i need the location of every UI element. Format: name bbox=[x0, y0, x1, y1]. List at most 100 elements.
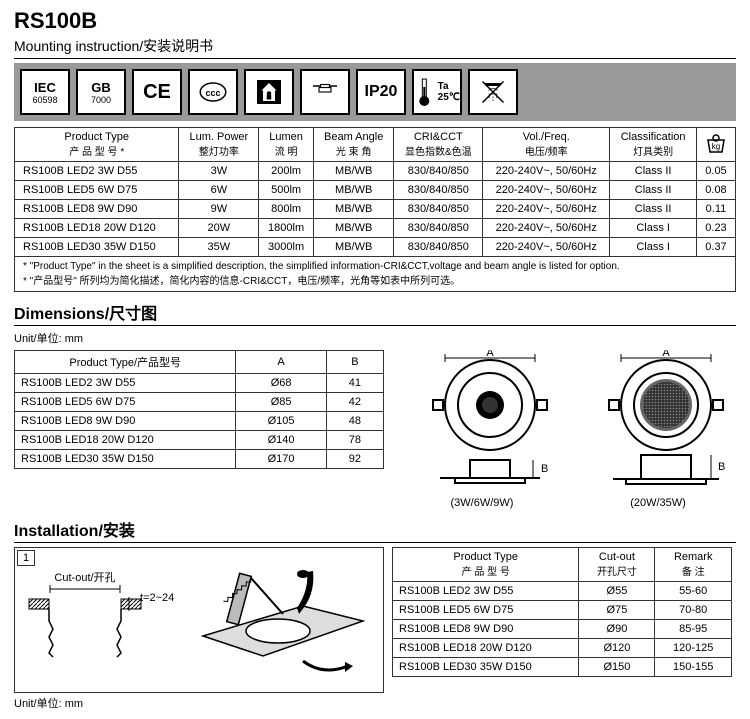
cutout-cell: RS100B LED8 9W D90 bbox=[393, 620, 579, 639]
dim-row: RS100B LED30 35W D150Ø17092 bbox=[15, 450, 384, 469]
spec-h4-en: Beam Angle bbox=[320, 131, 388, 143]
ta-value: 25℃ bbox=[438, 92, 460, 103]
spec-cell: 1800lm bbox=[259, 219, 314, 238]
spec-cell: RS100B LED18 20W D120 bbox=[15, 219, 179, 238]
spec-cell: MB/WB bbox=[313, 238, 394, 257]
cutout-cell: 120-125 bbox=[655, 639, 732, 658]
spec-h6-cn: 电压/频率 bbox=[489, 143, 603, 158]
dim-cell: 78 bbox=[326, 431, 383, 450]
spec-cell: RS100B LED5 6W D75 bbox=[15, 181, 179, 200]
dim-cell: RS100B LED5 6W D75 bbox=[15, 393, 236, 412]
spec-cell: 800lm bbox=[259, 200, 314, 219]
install-step-number: 1 bbox=[17, 550, 35, 566]
dim-h-a: A bbox=[236, 351, 326, 374]
cut-h2-cn: 开孔尺寸 bbox=[585, 563, 648, 578]
cutout-table: Product Type产 品 型 号 Cut-out开孔尺寸 Remark备 … bbox=[392, 547, 732, 677]
spec-cell: Class II bbox=[610, 200, 697, 219]
subtitle: Mounting instruction/安装说明书 bbox=[14, 36, 736, 59]
footnote-en: * "Product Type" in the sheet is a simpl… bbox=[23, 261, 727, 272]
cutout-row: RS100B LED8 9W D90Ø9085-95 bbox=[393, 620, 732, 639]
spec-h5-cn: 显色指数&色温 bbox=[400, 143, 476, 158]
spec-cell: RS100B LED8 9W D90 bbox=[15, 200, 179, 219]
spec-cell: MB/WB bbox=[313, 219, 394, 238]
dim-row: RS100B LED2 3W D55Ø6841 bbox=[15, 374, 384, 393]
spec-cell: 220-240V~, 50/60Hz bbox=[483, 238, 610, 257]
spec-h2-en: Lum. Power bbox=[185, 131, 252, 143]
dim-row: RS100B LED18 20W D120Ø14078 bbox=[15, 431, 384, 450]
dim-cell: Ø140 bbox=[236, 431, 326, 450]
spec-cell: 35W bbox=[179, 238, 259, 257]
dim-cell: 92 bbox=[326, 450, 383, 469]
recessed-badge bbox=[300, 69, 350, 115]
dim-h-type: Product Type/产品型号 bbox=[15, 351, 236, 374]
dia2-label: (20W/35W) bbox=[591, 497, 726, 509]
spec-cell: 830/840/850 bbox=[394, 181, 483, 200]
gb-badge: GB 7000 bbox=[76, 69, 126, 115]
spec-h3-cn: 流 明 bbox=[265, 143, 307, 158]
install-panel: 1 Cut-out/开孔 t=2~24 bbox=[14, 547, 384, 693]
product-title: RS100B bbox=[14, 8, 736, 34]
cutout-cell: RS100B LED5 6W D75 bbox=[393, 601, 579, 620]
cutout-cell: 150-155 bbox=[655, 658, 732, 677]
spec-table: Product Type产 品 型 号 * Lum. Power整灯功率 Lum… bbox=[14, 127, 736, 257]
dim-cell: Ø85 bbox=[236, 393, 326, 412]
cut-h2-en: Cut-out bbox=[585, 551, 648, 563]
spec-cell: 9W bbox=[179, 200, 259, 219]
spec-row: RS100B LED30 35W D15035W3000lmMB/WB830/8… bbox=[15, 238, 736, 257]
thermometer-icon bbox=[414, 77, 435, 107]
ccc-badge: ccc bbox=[188, 69, 238, 115]
spec-h7-en: Classification bbox=[616, 131, 690, 143]
spec-cell: 0.05 bbox=[696, 162, 735, 181]
spec-cell: Class I bbox=[610, 238, 697, 257]
ccc-icon: ccc bbox=[198, 77, 228, 107]
spec-cell: 200lm bbox=[259, 162, 314, 181]
cut-h3-en: Remark bbox=[661, 551, 725, 563]
spec-cell: 830/840/850 bbox=[394, 238, 483, 257]
spec-h5-en: CRI&CCT bbox=[400, 131, 476, 143]
spec-cell: 830/840/850 bbox=[394, 219, 483, 238]
spec-cell: 6W bbox=[179, 181, 259, 200]
saw-diagram bbox=[193, 566, 373, 686]
spec-cell: RS100B LED30 35W D150 bbox=[15, 238, 179, 257]
cutout-cell: Ø150 bbox=[579, 658, 655, 677]
indoor-badge bbox=[244, 69, 294, 115]
dim-cell: RS100B LED18 20W D120 bbox=[15, 431, 236, 450]
spec-cell: RS100B LED2 3W D55 bbox=[15, 162, 179, 181]
spec-h4-cn: 光 束 角 bbox=[320, 143, 388, 158]
svg-text:kg: kg bbox=[712, 142, 720, 151]
spec-cell: 20W bbox=[179, 219, 259, 238]
spec-cell: 220-240V~, 50/60Hz bbox=[483, 162, 610, 181]
cutout-row: RS100B LED30 35W D150Ø150150-155 bbox=[393, 658, 732, 677]
spec-h3-en: Lumen bbox=[265, 131, 307, 143]
spec-h2-cn: 整灯功率 bbox=[185, 143, 252, 158]
cut-h1-en: Product Type bbox=[399, 551, 572, 563]
no-cover-icon bbox=[478, 77, 508, 107]
dim-cell: 41 bbox=[326, 374, 383, 393]
spec-cell: 0.23 bbox=[696, 219, 735, 238]
spec-h7-cn: 灯具类别 bbox=[616, 143, 690, 158]
spec-footnote: * "Product Type" in the sheet is a simpl… bbox=[14, 257, 736, 292]
cutout-cell: Ø55 bbox=[579, 582, 655, 601]
spec-cell: Class II bbox=[610, 181, 697, 200]
dimensions-table: Product Type/产品型号 A B RS100B LED2 3W D55… bbox=[14, 350, 384, 469]
dia1-label: (3W/6W/9W) bbox=[415, 497, 550, 509]
svg-text:B: B bbox=[718, 461, 725, 473]
cutout-row: RS100B LED18 20W D120Ø120120-125 bbox=[393, 639, 732, 658]
spec-cell: Class I bbox=[610, 219, 697, 238]
spec-row: RS100B LED5 6W D756W500lmMB/WB830/840/85… bbox=[15, 181, 736, 200]
cutout-cell: 70-80 bbox=[655, 601, 732, 620]
spec-row: RS100B LED8 9W D909W800lmMB/WB830/840/85… bbox=[15, 200, 736, 219]
iec-label: IEC bbox=[34, 80, 56, 95]
spec-cell: 500lm bbox=[259, 181, 314, 200]
ip20-badge: IP20 bbox=[356, 69, 406, 115]
dim-cell: Ø170 bbox=[236, 450, 326, 469]
dim-cell: Ø105 bbox=[236, 412, 326, 431]
gb-label: GB bbox=[91, 80, 111, 95]
cutout-cell: 85-95 bbox=[655, 620, 732, 639]
spec-cell: MB/WB bbox=[313, 162, 394, 181]
compliance-icon-bar: IEC 60598 GB 7000 CE ccc IP20 Ta25℃ bbox=[14, 63, 736, 121]
dim-cell: 42 bbox=[326, 393, 383, 412]
iec-badge: IEC 60598 bbox=[20, 69, 70, 115]
ta-label: Ta bbox=[438, 81, 460, 92]
cut-h3-cn: 备 注 bbox=[661, 563, 725, 578]
